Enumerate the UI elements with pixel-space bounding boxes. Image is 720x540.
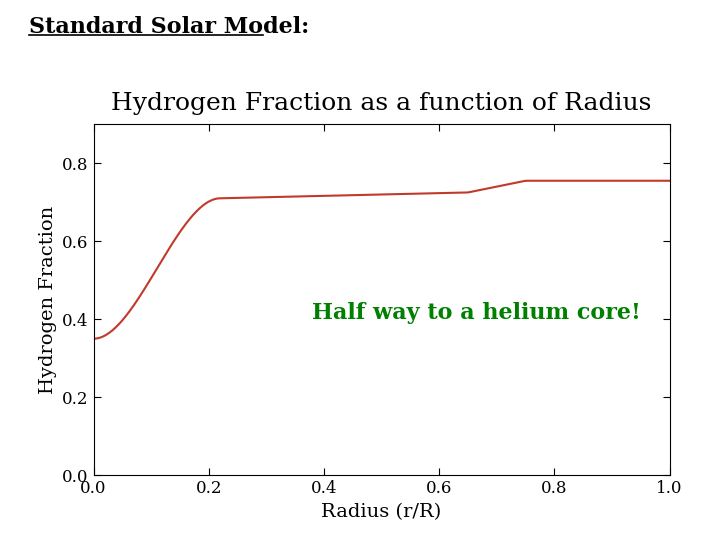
- Text: Half way to a helium core!: Half way to a helium core!: [312, 302, 642, 324]
- Y-axis label: Hydrogen Fraction: Hydrogen Fraction: [39, 206, 57, 394]
- X-axis label: Radius (r/R): Radius (r/R): [321, 503, 442, 521]
- Text: Standard Solar Model:: Standard Solar Model:: [29, 16, 309, 38]
- Title: Hydrogen Fraction as a function of Radius: Hydrogen Fraction as a function of Radiu…: [112, 92, 652, 116]
